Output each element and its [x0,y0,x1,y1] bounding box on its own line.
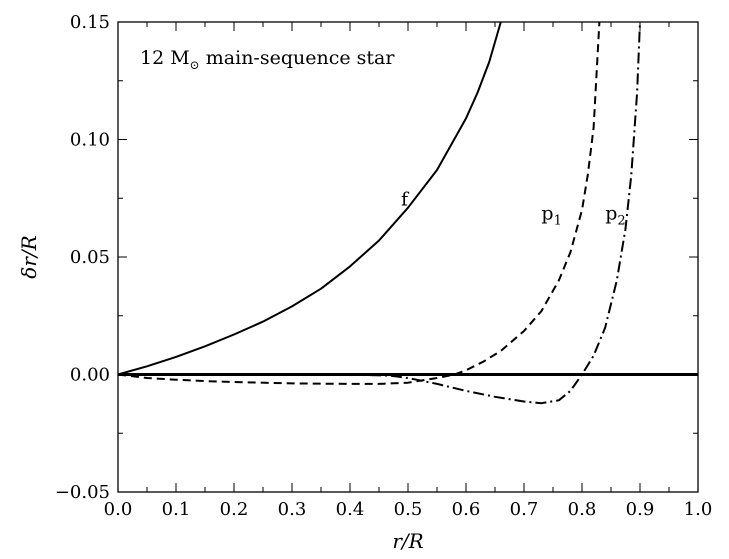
annotation-suffix: main-sequence star [200,47,396,69]
x-tick-label: 0.9 [626,499,655,520]
series [117,21,698,405]
y-tick-label: 0.05 [70,247,110,268]
curve-label-f: f [401,188,410,210]
series-line-f [117,21,502,376]
annotation-prefix: 12 M [140,47,190,69]
x-tick-label: 0.2 [220,499,249,520]
x-tick-label: 0.1 [162,499,191,520]
x-axis-title: r/R [392,529,423,553]
x-tick-label: 1.0 [684,499,713,520]
y-tick-label: 0.00 [70,365,110,386]
annotation-text: 12 M⊙ main-sequence star [140,47,395,72]
y-axis-title: δr/R [17,235,41,278]
series-line-p1 [117,21,601,385]
tick-labels: 0.0 0.1 0.2 0.3 0.4 0.5 0.6 0.7 0.8 0.9 1.0 −0.05 0.… [55,12,712,520]
plot-frame [117,21,699,493]
y-tick-label: −0.05 [55,482,110,503]
x-tick-label: 0.0 [104,499,133,520]
annotation-subscript: ⊙ [190,58,200,72]
x-tick-label: 0.6 [452,499,481,520]
x-tick-label: 0.5 [394,499,423,520]
x-tick-label: 0.4 [336,499,365,520]
ticks [117,21,699,493]
curve-labels: f p1 p2 [401,188,626,228]
x-tick-label: 0.3 [278,499,307,520]
y-tick-label: 0.15 [70,12,110,33]
curve-label-p1: p1 [541,202,561,228]
y-tick-label: 0.10 [70,130,110,151]
curve-label-p2: p2 [605,202,625,228]
x-tick-label: 0.7 [510,499,539,520]
x-tick-label: 0.8 [568,499,597,520]
